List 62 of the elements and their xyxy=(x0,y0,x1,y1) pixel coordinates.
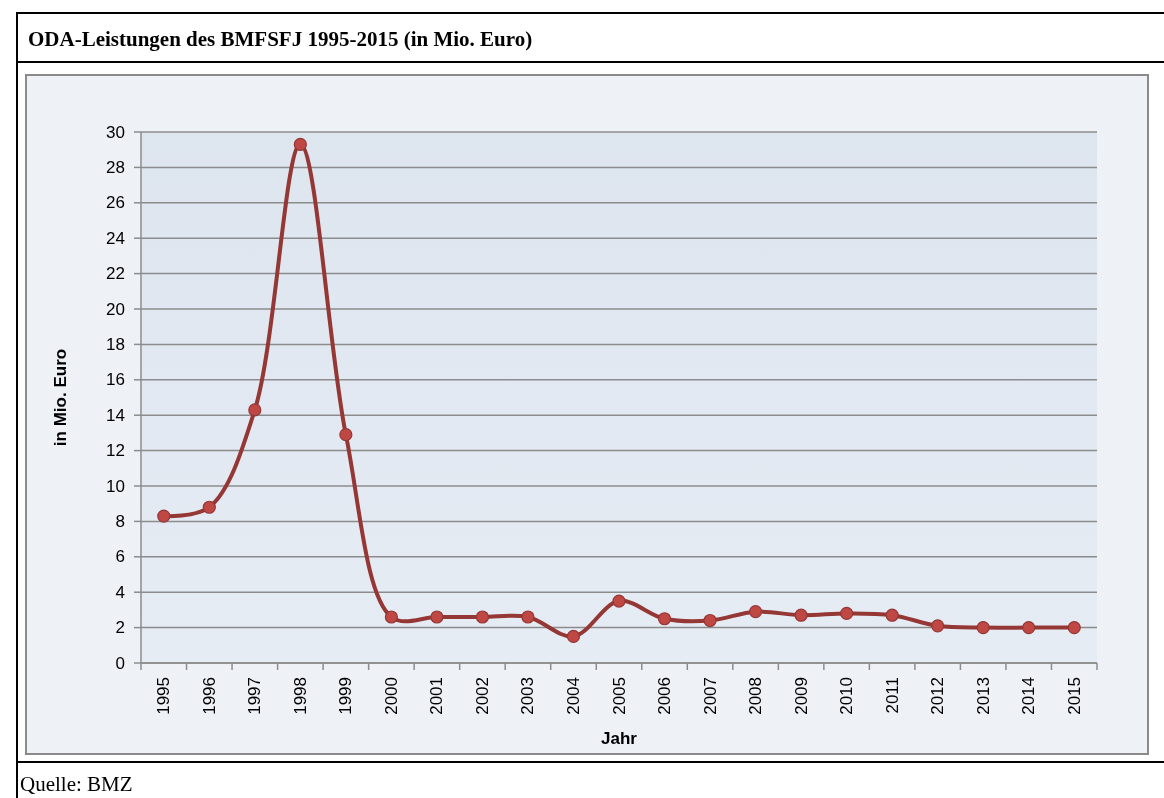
point xyxy=(293,137,307,151)
x-tick-label: 2010 xyxy=(837,677,857,715)
y-tick-label: 14 xyxy=(106,405,125,425)
y-tick-label: 24 xyxy=(106,228,125,248)
point xyxy=(748,605,763,619)
y-tick-label: 30 xyxy=(106,122,125,142)
x-tick-label: 2013 xyxy=(973,677,993,715)
x-tick-label: 2005 xyxy=(609,677,629,715)
x-tick-label: 2002 xyxy=(472,677,492,715)
point xyxy=(612,594,626,608)
y-tick-label: 16 xyxy=(106,370,125,390)
y-tick-label: 18 xyxy=(106,334,125,354)
y-tick-label: 2 xyxy=(115,618,125,638)
point xyxy=(794,608,808,622)
y-tick-label: 26 xyxy=(106,193,125,213)
y-tick-label: 6 xyxy=(115,547,125,567)
x-tick-label: 2009 xyxy=(791,677,811,715)
x-tick-label: 2014 xyxy=(1019,677,1039,715)
point xyxy=(430,610,444,624)
point xyxy=(931,619,945,633)
x-tick-label: 2003 xyxy=(518,677,538,715)
point xyxy=(521,610,535,624)
point xyxy=(202,500,216,514)
source-note: Quelle: BMZ xyxy=(20,772,133,796)
x-tick-label: 2001 xyxy=(427,677,447,715)
x-tick-label: 1995 xyxy=(154,677,174,715)
y-tick-label: 20 xyxy=(106,299,125,319)
x-tick-label: 2007 xyxy=(700,677,720,715)
x-axis-title: Jahr xyxy=(601,729,638,748)
point xyxy=(339,428,353,442)
y-tick-label: 12 xyxy=(106,441,125,461)
y-tick-label: 4 xyxy=(115,582,125,602)
y-axis-title: in Mio. Euro xyxy=(51,348,70,447)
x-tick-label: 2008 xyxy=(746,677,766,715)
y-tick-label: 10 xyxy=(106,476,125,496)
point xyxy=(703,613,717,628)
point xyxy=(976,621,990,635)
point xyxy=(657,612,672,626)
point xyxy=(566,629,581,644)
chart-title: ODA-Leistungen des BMFSFJ 1995-2015 (in Mio. Euro) xyxy=(28,27,533,51)
x-tick-label: 2012 xyxy=(928,677,948,715)
x-tick-label: 2015 xyxy=(1064,677,1084,715)
point xyxy=(885,608,899,622)
x-tick-label: 1996 xyxy=(199,677,219,715)
point xyxy=(384,610,398,624)
x-tick-label: 2006 xyxy=(655,677,675,715)
y-tick-label: 28 xyxy=(106,157,125,177)
x-tick-label: 2011 xyxy=(882,677,902,714)
x-tick-label: 2004 xyxy=(563,677,583,715)
point xyxy=(248,403,262,417)
x-tick-label: 1998 xyxy=(290,677,310,715)
point xyxy=(1067,621,1081,635)
point xyxy=(840,606,854,621)
y-tick-label: 0 xyxy=(115,653,125,673)
point xyxy=(475,610,490,624)
point xyxy=(157,509,171,523)
x-tick-label: 2000 xyxy=(381,677,401,715)
x-tick-label: 1997 xyxy=(245,677,265,715)
x-tick-label: 1999 xyxy=(336,677,356,715)
point xyxy=(1022,621,1036,635)
y-tick-label: 8 xyxy=(115,511,125,531)
y-tick-label: 22 xyxy=(106,264,125,284)
